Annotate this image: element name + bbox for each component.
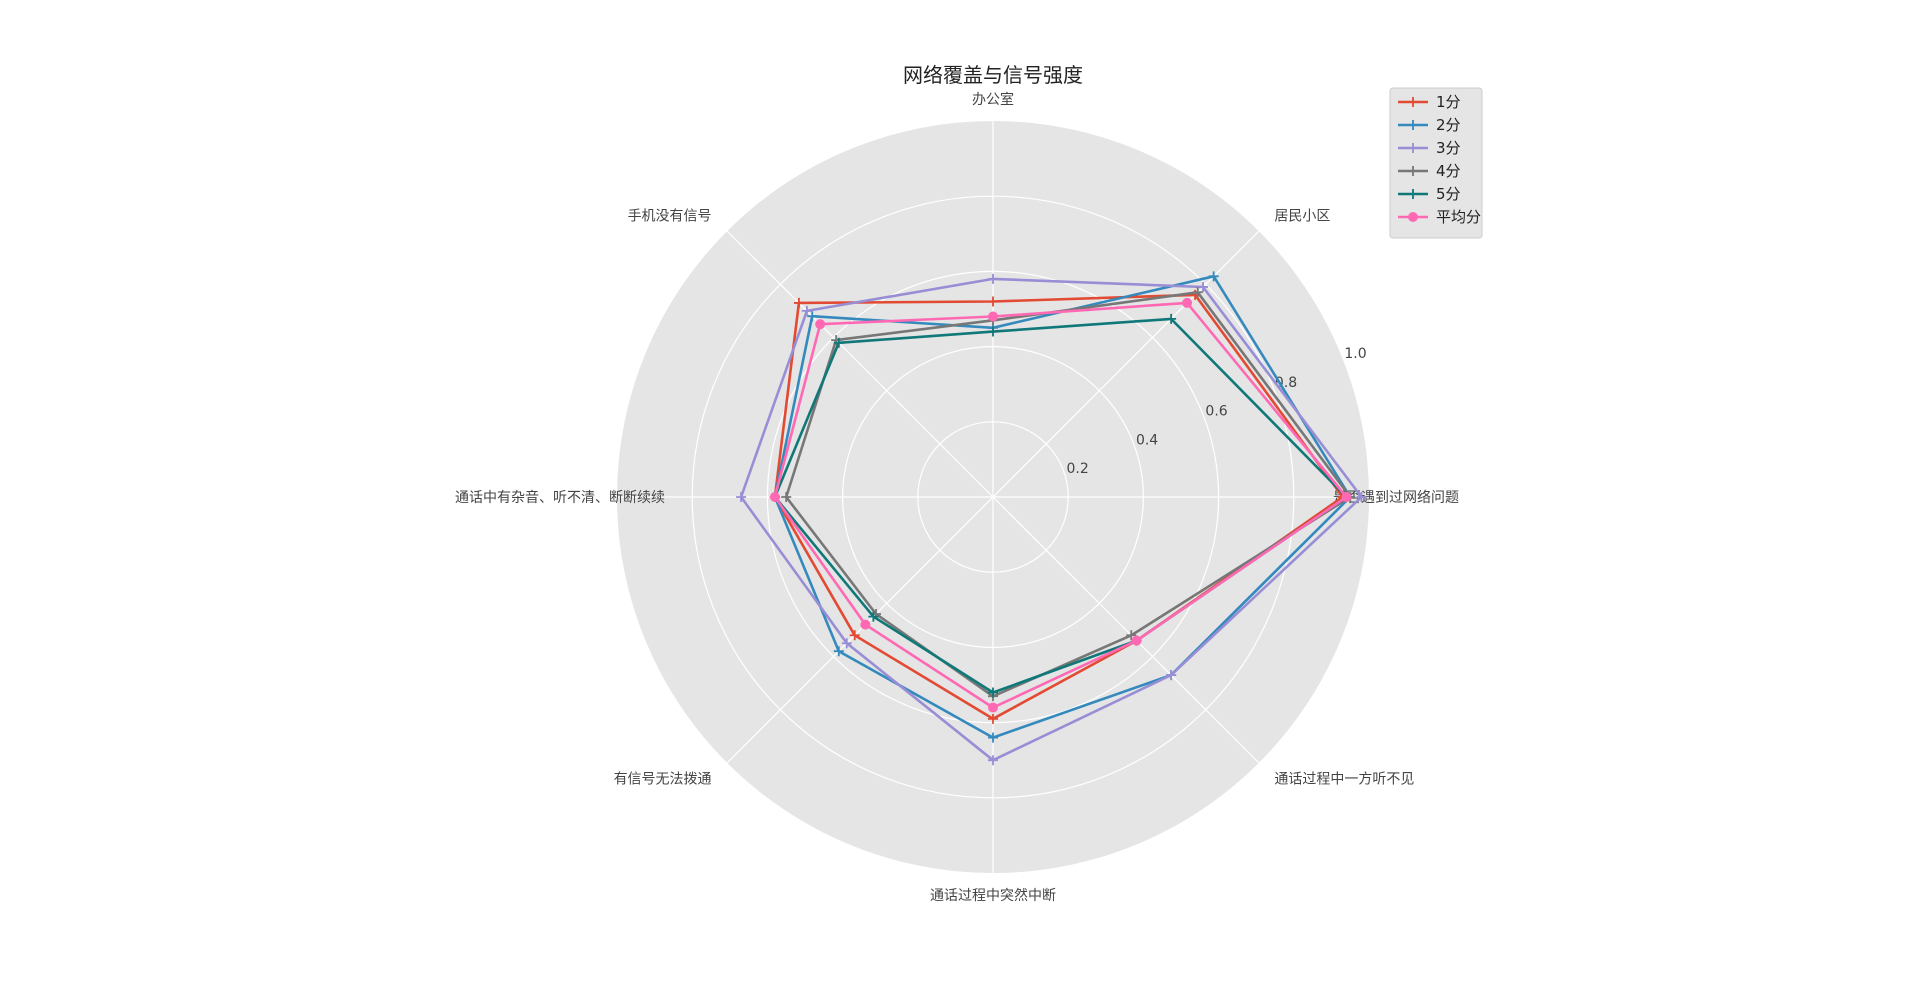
r-tick-label: 0.4 bbox=[1136, 432, 1158, 448]
data-point bbox=[833, 337, 844, 348]
legend-marker bbox=[1408, 120, 1418, 130]
data-point bbox=[807, 311, 818, 322]
data-point bbox=[801, 305, 812, 316]
legend-item-5: 平均分 bbox=[1398, 208, 1481, 226]
chart-title: 网络覆盖与信号强度 bbox=[903, 63, 1083, 87]
grid-spoke-7 bbox=[992, 496, 1260, 764]
legend-label: 2分 bbox=[1436, 116, 1461, 134]
category-label: 办公室 bbox=[972, 91, 1014, 108]
grid-spoke-3 bbox=[726, 230, 994, 498]
category-label: 是否遇到过网络问题 bbox=[1333, 490, 1459, 506]
category-label: 有信号无法拨通 bbox=[614, 771, 712, 787]
legend-item-2: 3分 bbox=[1398, 139, 1461, 157]
data-point bbox=[841, 638, 852, 649]
category-label: 通话过程中突然中断 bbox=[930, 887, 1056, 904]
legend-label: 1分 bbox=[1436, 93, 1461, 111]
data-point bbox=[849, 630, 860, 641]
data-point bbox=[1166, 313, 1177, 324]
r-tick-label: 0.2 bbox=[1066, 461, 1088, 477]
r-tick-label: 0.8 bbox=[1275, 375, 1297, 391]
data-point bbox=[1182, 297, 1193, 308]
data-point bbox=[988, 296, 998, 307]
category-label: 通话中有杂音、听不清、断断续续 bbox=[455, 489, 665, 506]
data-point bbox=[781, 492, 792, 502]
data-point bbox=[815, 319, 826, 330]
data-point bbox=[1166, 670, 1177, 681]
legend-label: 4分 bbox=[1436, 162, 1461, 180]
data-point bbox=[1341, 492, 1352, 502]
data-point bbox=[1126, 630, 1137, 641]
data-point bbox=[1356, 492, 1367, 502]
r-tick-label: 0.6 bbox=[1205, 404, 1227, 420]
data-point bbox=[1131, 635, 1142, 646]
data-point bbox=[988, 755, 998, 766]
legend-label: 平均分 bbox=[1436, 208, 1481, 226]
grid-spoke-5 bbox=[726, 496, 994, 764]
data-point bbox=[868, 611, 879, 622]
plot-area: 0.2 0.4 0.6 0.8 1.0 是否遇到过网络问题 居民小区 办公室手机没有信号通话中… bbox=[455, 91, 1459, 904]
data-point bbox=[736, 492, 747, 502]
series-2 bbox=[736, 273, 1367, 766]
legend-marker bbox=[1408, 166, 1418, 176]
data-point bbox=[988, 732, 998, 743]
data-point bbox=[988, 326, 998, 337]
data-point bbox=[1192, 287, 1203, 298]
legend-marker bbox=[1408, 143, 1418, 153]
category-label: 手机没有信号 bbox=[628, 209, 712, 225]
legend-label: 5分 bbox=[1436, 185, 1461, 203]
category-label: 居民小区 bbox=[1274, 209, 1330, 225]
r-tick-label: 1.0 bbox=[1344, 346, 1366, 362]
category-label: 通话过程中一方听不见 bbox=[1274, 771, 1414, 787]
legend-marker bbox=[1408, 189, 1418, 199]
series-5 bbox=[769, 297, 1352, 713]
data-point bbox=[860, 619, 871, 630]
data-point bbox=[988, 687, 998, 698]
data-point bbox=[988, 273, 998, 284]
data-point bbox=[833, 646, 844, 657]
data-point bbox=[988, 311, 998, 322]
legend-item-3: 4分 bbox=[1398, 162, 1461, 180]
legend-marker bbox=[1408, 212, 1418, 222]
data-point bbox=[988, 702, 998, 713]
data-point bbox=[769, 492, 780, 502]
legend-marker bbox=[1408, 97, 1418, 107]
legend-item-1: 2分 bbox=[1398, 116, 1461, 134]
legend-item-4: 5分 bbox=[1398, 185, 1461, 203]
data-point bbox=[1208, 271, 1219, 282]
data-point bbox=[1198, 281, 1209, 292]
legend-label: 3分 bbox=[1436, 139, 1461, 157]
data-point bbox=[988, 713, 998, 724]
legend-item-0: 1分 bbox=[1398, 93, 1461, 111]
data-point bbox=[793, 297, 804, 308]
